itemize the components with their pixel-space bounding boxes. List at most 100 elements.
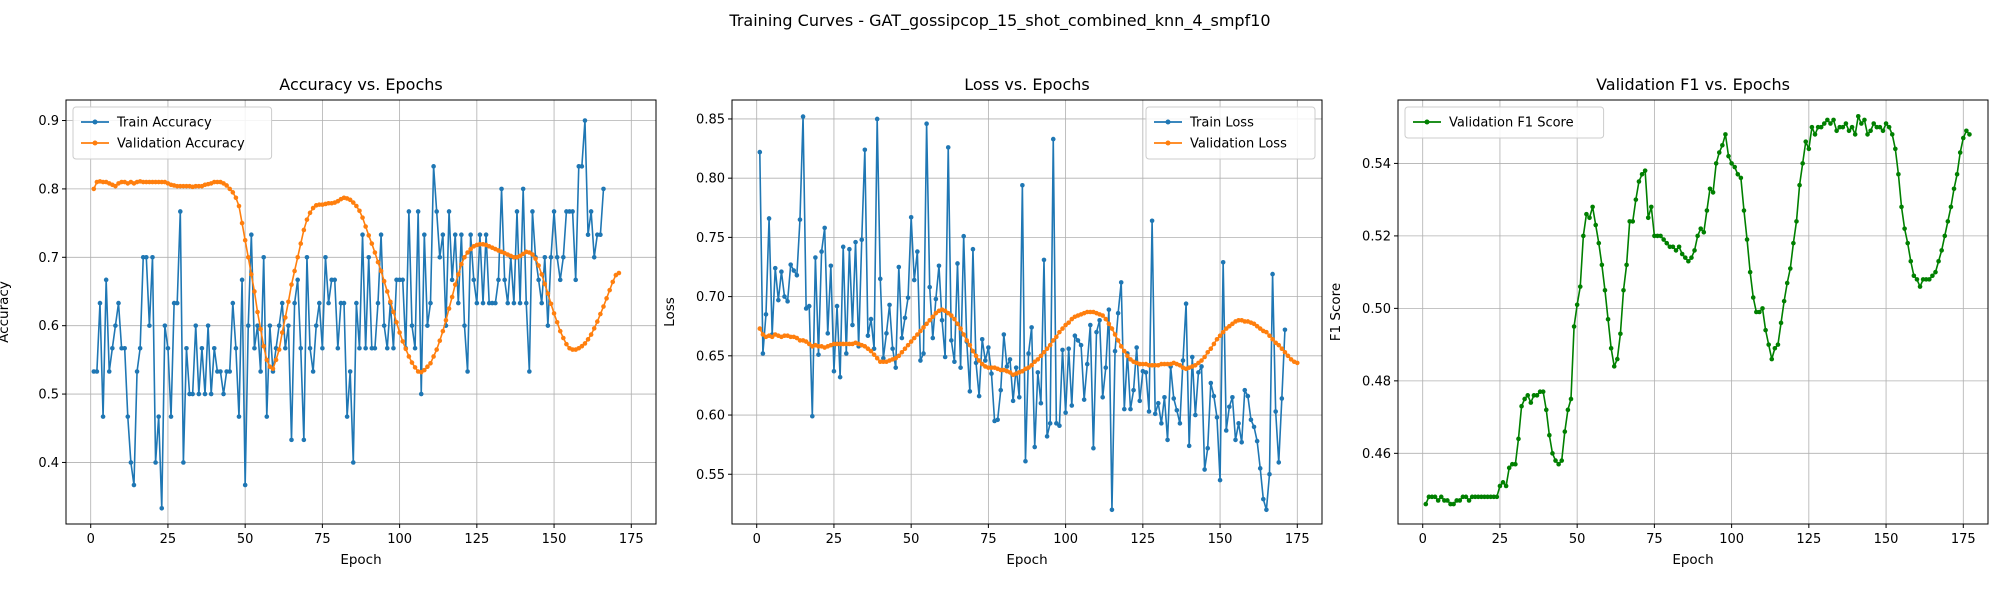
accuracy-data-point [582,118,588,123]
f1-data-point [1618,331,1623,337]
loss-data-point [918,358,923,363]
loss-data-point [840,244,846,250]
accuracy-data-point [289,282,294,287]
loss-data-point [1112,348,1118,354]
accuracy-data-point [292,268,297,274]
accuracy-data-point [147,323,152,328]
f1-legend-label: Validation F1 Score [1449,116,1574,131]
accuracy-data-point [381,323,387,328]
loss-data-point [1047,421,1053,426]
loss-data-point [1029,363,1034,368]
accuracy-data-point [227,369,233,374]
f1-data-point [1849,124,1855,130]
accuracy-data-point [258,369,263,374]
loss-data-point [902,346,908,352]
f1-data-point [1568,396,1574,402]
accuracy-data-point [425,323,430,328]
loss-data-point [1118,344,1124,349]
f1-data-point [1893,146,1898,152]
loss-data-point [939,317,945,323]
accuracy-data-point [227,186,233,192]
loss-data-point [1214,415,1220,420]
f1-data-point [1902,226,1907,231]
f1-data-point [1809,124,1815,130]
f1-data-point [1775,342,1781,347]
f1-data-point [1840,124,1846,130]
loss-data-point [1137,398,1143,404]
accuracy-data-point [97,300,103,306]
loss-data-point [927,284,932,290]
loss-data-point [816,352,821,357]
loss-data-point [921,325,926,330]
f1-data-point [1630,219,1636,224]
loss-x-tick-label: 0 [753,532,761,547]
f1-x-tick-label: 25 [1492,532,1509,547]
f1-data-point [1960,135,1966,141]
accuracy-data-point [610,279,616,285]
loss-data-point [1122,406,1127,412]
loss-data-point [1180,358,1186,363]
accuracy-data-point [230,300,236,306]
loss-data-point [862,147,868,153]
accuracy-data-point [233,345,239,351]
accuracy-data-point [128,460,134,465]
loss-data-point [949,313,954,318]
loss-data-point [1211,393,1217,399]
accuracy-data-point [517,300,523,306]
accuracy-data-point [381,278,387,284]
accuracy-data-point [462,323,467,328]
accuracy-data-point [354,300,359,306]
loss-data-point [1248,417,1254,423]
accuracy-data-point [539,272,545,277]
loss-data-point [1041,257,1047,263]
loss-data-point [806,303,812,309]
accuracy-data-point [301,437,307,443]
loss-data-point [881,355,886,361]
loss-data-point [1236,421,1241,426]
loss-data-point [1227,404,1232,410]
loss-data-point [1032,444,1038,450]
accuracy-data-point [354,203,359,209]
accuracy-data-point [267,323,273,328]
accuracy-data-point [471,277,477,283]
accuracy-data-point [159,505,165,511]
accuracy-data-point [292,300,297,306]
f1-data-point [1818,124,1824,130]
f1-data-point [1525,393,1531,398]
f1-data-point [1723,132,1728,137]
f1-data-point [1713,161,1719,166]
loss-chart-panel: 0 25 50 75 100 125 150 175 0.55 0.60 0.65 0.70 0.75 0… [662,75,1323,568]
f1-data-point [1862,117,1867,123]
loss-data-point [785,299,790,304]
loss-data-point [1183,301,1189,307]
f1-y-tick-label: 0.54 [1362,157,1391,172]
f1-data-point [1865,132,1870,137]
loss-data-point [837,374,843,380]
accuracy-data-point [357,345,362,351]
accuracy-data-point [298,241,304,246]
loss-data-point [1004,364,1010,369]
accuracy-data-point [428,360,433,366]
loss-data-point [908,214,914,220]
accuracy-data-point [505,300,511,306]
f1-data-point [1729,161,1734,166]
f1-data-point [1859,121,1864,126]
loss-data-point [995,417,1000,423]
f1-x-tick-label: 175 [1951,532,1976,547]
accuracy-data-point [113,183,118,189]
accuracy-data-point [245,254,251,260]
loss-data-point [1199,358,1204,363]
accuracy-data-point [496,277,501,283]
f1-data-point [1516,436,1521,442]
accuracy-data-point [400,339,406,344]
accuracy-data-point [465,369,470,374]
accuracy-data-point [363,345,368,351]
accuracy-data-point [304,217,310,222]
loss-data-point [936,263,942,269]
f1-data-point [1886,124,1892,130]
loss-data-point [1279,346,1285,352]
loss-data-point [952,316,957,322]
loss-data-point [1177,421,1183,426]
accuracy-data-point [279,300,285,306]
loss-data-point [819,249,824,254]
